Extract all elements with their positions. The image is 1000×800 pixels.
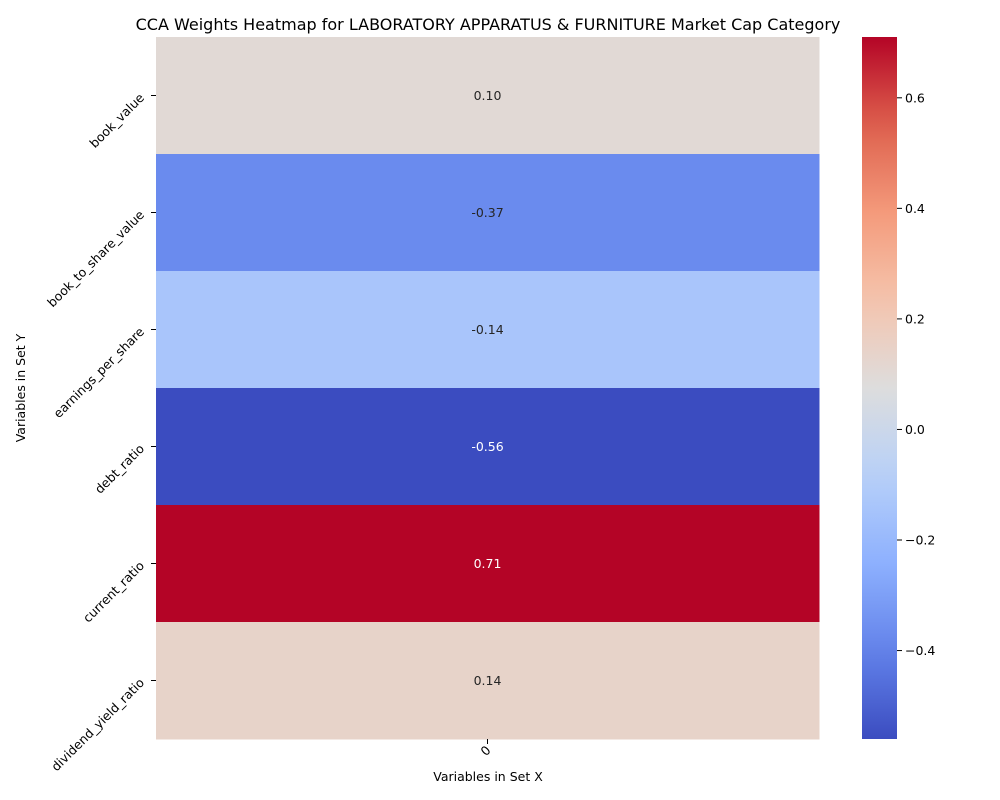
colorbar-tick-label: 0.2	[905, 311, 925, 326]
cell-value-label: 0.14	[474, 673, 502, 688]
y-tick-label: dividend_yield_ratio	[48, 675, 147, 774]
cell-value-label: -0.14	[471, 322, 503, 337]
colorbar	[862, 37, 897, 739]
colorbar-tick-label: −0.2	[905, 533, 935, 548]
y-axis-ticks: book_value book_to_share_value earnings_pe…	[44, 90, 156, 774]
x-tick-label: 0	[477, 742, 493, 758]
y-tick-label: debt_ratio	[92, 441, 148, 497]
y-tick-label: earnings_per_share	[50, 324, 147, 421]
heatmap-cell	[156, 388, 820, 506]
y-tick-label: book_value	[86, 90, 147, 151]
colorbar-tick-label: −0.4	[905, 643, 935, 658]
x-axis-label: Variables in Set X	[433, 769, 543, 784]
colorbar-ticks: 0.6 0.4 0.2 0.0 −0.2 −0.4	[897, 90, 935, 658]
heatmap-cells: 0.10 -0.37 -0.14 -0.56 0.71 0.14	[156, 37, 820, 740]
cell-value-label: -0.37	[471, 205, 503, 220]
heatmap-cell	[156, 622, 820, 740]
heatmap-cell	[156, 37, 820, 155]
y-axis-label: Variables in Set Y	[13, 333, 28, 442]
cell-value-label: 0.71	[474, 556, 502, 571]
colorbar-tick-label: 0.0	[905, 422, 925, 437]
heatmap-cell	[156, 505, 820, 623]
y-tick-label: book_to_share_value	[44, 207, 147, 310]
chart-title: CCA Weights Heatmap for LABORATORY APPAR…	[136, 15, 841, 34]
cell-value-label: -0.56	[471, 439, 503, 454]
heatmap-cell	[156, 154, 820, 272]
colorbar-tick-label: 0.6	[905, 90, 925, 105]
x-axis-ticks: 0	[477, 739, 494, 759]
y-tick-label: current_ratio	[80, 558, 147, 625]
colorbar-tick-label: 0.4	[905, 201, 925, 216]
heatmap-cell	[156, 271, 820, 389]
cell-value-label: 0.10	[474, 88, 502, 103]
